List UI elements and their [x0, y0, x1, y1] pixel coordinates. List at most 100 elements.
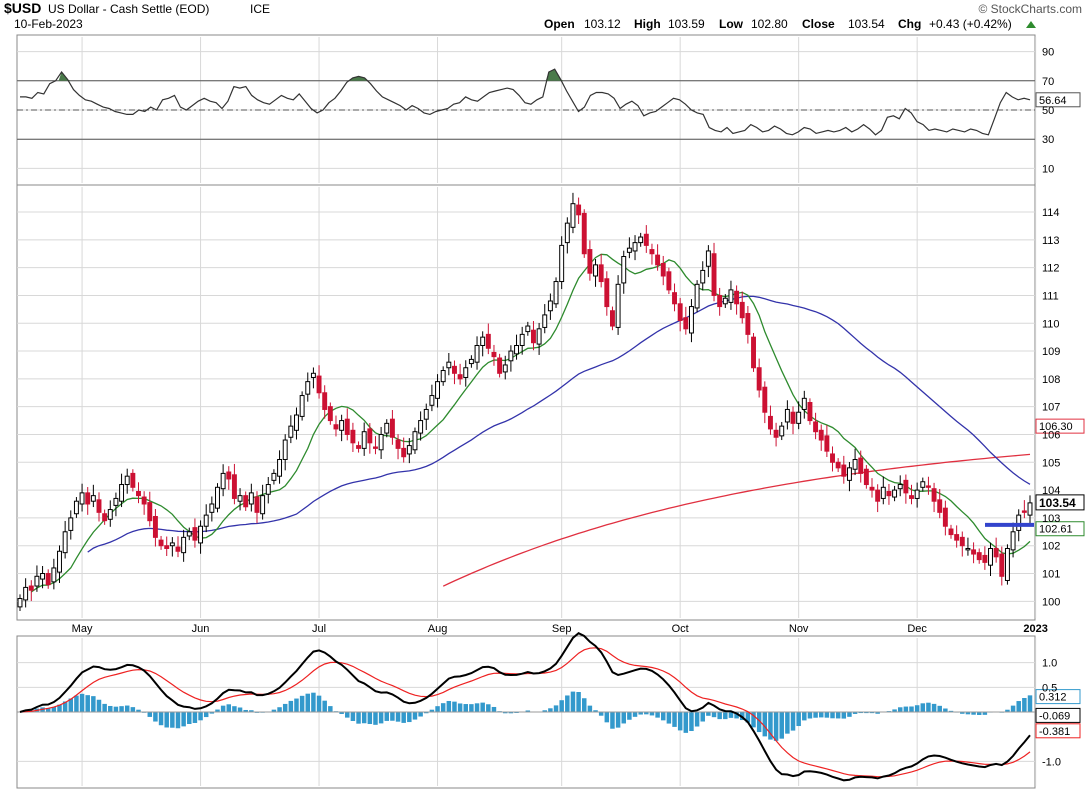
histogram-bar — [480, 702, 485, 712]
candle-body — [254, 496, 260, 513]
histogram-bar — [119, 706, 124, 712]
candle-body — [248, 492, 254, 505]
histogram-bar — [875, 712, 880, 714]
histogram-bar — [503, 712, 508, 714]
histogram-bar — [847, 712, 852, 717]
candlestick — [852, 448, 858, 476]
histogram-bar — [491, 706, 497, 712]
candle-body — [745, 313, 751, 335]
histogram-bar — [74, 695, 79, 712]
axis-labels: MayJunJulAugSepOctNovDec2023Feb114113112… — [72, 47, 1061, 769]
candlestick — [818, 424, 824, 451]
candlestick — [113, 492, 119, 517]
brand-text: © StockCharts.com — [978, 2, 1082, 16]
macd-value-label: -0.381 — [1039, 726, 1070, 738]
candle-body — [28, 585, 34, 591]
candlestick — [186, 527, 192, 541]
candle-body — [643, 233, 649, 246]
candlestick — [869, 478, 875, 498]
date-text: 10-Feb-2023 — [14, 17, 83, 31]
close-value: 103.54 — [848, 17, 885, 31]
candlestick — [389, 410, 395, 445]
candlestick — [643, 225, 649, 253]
histogram-bar — [175, 712, 181, 729]
candle-body — [807, 402, 813, 422]
candle-body — [294, 414, 299, 431]
histogram-bar — [486, 704, 491, 712]
candlestick — [141, 491, 147, 515]
candle-body — [728, 289, 734, 303]
macd-value-box — [1035, 723, 1081, 739]
candlestick — [423, 403, 429, 431]
candlestick — [271, 469, 277, 485]
price-tick-label: 108 — [1042, 374, 1060, 386]
candle-body — [96, 499, 102, 513]
candle-body — [638, 236, 644, 244]
candle-body — [412, 431, 418, 451]
histogram-bar — [299, 695, 305, 712]
candlestick — [446, 353, 452, 376]
candlestick — [705, 245, 711, 278]
candle-body — [423, 408, 429, 420]
candle-body — [784, 408, 790, 423]
candlestick — [841, 455, 847, 484]
histogram-bar — [864, 712, 869, 714]
histogram-bar — [971, 712, 976, 715]
candle-body — [734, 290, 740, 305]
candle-body — [818, 429, 824, 441]
histogram-bar — [660, 712, 666, 721]
candle-body — [553, 281, 559, 305]
candlestick — [23, 578, 29, 608]
histogram-bar — [463, 704, 468, 712]
histogram-bar — [226, 704, 232, 712]
candlestick — [260, 484, 266, 520]
candle-body — [660, 262, 666, 277]
candlestick — [948, 524, 954, 539]
candle-body — [322, 392, 328, 410]
candlestick — [322, 385, 328, 419]
candlestick — [683, 306, 689, 335]
candle-body — [85, 492, 91, 505]
histogram-bar — [852, 712, 858, 714]
candle-body — [389, 418, 395, 438]
histogram-bar — [311, 692, 316, 712]
histogram-bar — [367, 712, 373, 725]
candlestick — [604, 271, 610, 316]
candlestick — [124, 468, 130, 494]
grid-lines — [17, 37, 1037, 786]
histogram-bar — [136, 709, 141, 712]
histogram-bar — [277, 707, 282, 712]
candlestick — [480, 331, 486, 357]
macd-value-box — [1035, 689, 1081, 705]
rsi-tick-label: 70 — [1042, 76, 1054, 88]
histogram-bar — [835, 712, 841, 719]
chg-value: +0.43 (+0.42%) — [929, 17, 1012, 31]
histogram-bar — [632, 712, 638, 717]
histogram-bar — [91, 696, 96, 712]
candle-body — [880, 486, 886, 499]
histogram-bar — [604, 712, 610, 723]
sma-fast-value-label: 102.61 — [1039, 524, 1073, 536]
histogram-bar — [232, 706, 237, 712]
candlestick — [638, 232, 644, 247]
histogram-bar — [841, 712, 847, 719]
candlestick — [175, 536, 181, 558]
candlestick — [536, 322, 542, 355]
histogram-bar — [288, 700, 294, 712]
candlestick — [655, 244, 661, 271]
candle-body — [124, 475, 130, 486]
histogram-bar — [672, 712, 677, 727]
histogram-bar — [158, 712, 164, 726]
candlestick — [892, 485, 898, 502]
candle-body — [378, 433, 384, 451]
candle-body — [40, 573, 46, 580]
candle-body — [813, 421, 819, 433]
price-tick-label: 106 — [1042, 429, 1060, 441]
candle-body — [497, 357, 503, 374]
candlestick — [897, 475, 903, 497]
candle-body — [564, 222, 570, 244]
candle-body — [277, 459, 283, 477]
candle-body — [435, 381, 441, 399]
candle-body — [999, 553, 1005, 577]
